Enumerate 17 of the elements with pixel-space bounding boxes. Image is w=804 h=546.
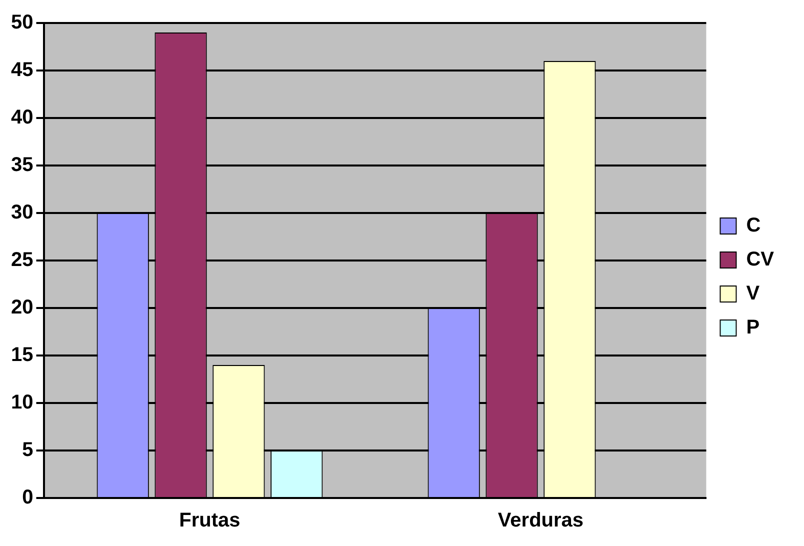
y-tick-label: 5 — [22, 439, 34, 462]
legend-label: P — [746, 316, 760, 339]
y-tick-label: 40 — [10, 106, 34, 129]
y-tick-label: 0 — [22, 486, 34, 509]
y-tick-label: 35 — [10, 154, 34, 176]
legend-label: CV — [746, 248, 775, 271]
x-tick-label: Frutas — [179, 510, 240, 532]
y-tick-label: 15 — [10, 344, 34, 366]
y-tick-label: 50 — [10, 12, 34, 34]
x-tick-label: Verduras — [498, 510, 584, 532]
y-tick-label: 25 — [10, 249, 34, 272]
legend-label: V — [746, 282, 760, 305]
y-tick-label: 10 — [10, 392, 34, 414]
legend-label: C — [746, 214, 761, 237]
y-tick-label: 20 — [10, 296, 34, 319]
y-tick-label: 30 — [10, 202, 34, 224]
y-tick-label: 45 — [10, 59, 34, 82]
